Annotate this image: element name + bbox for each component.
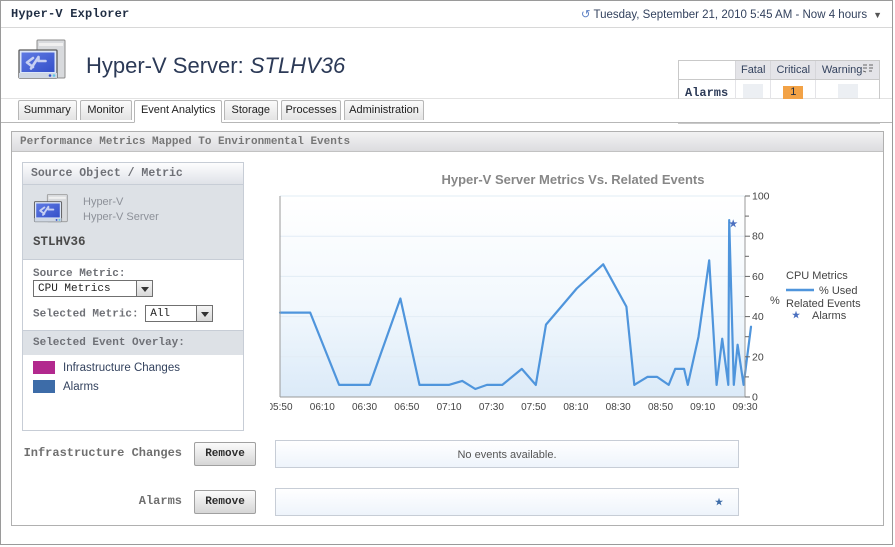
svg-text:06:30: 06:30 [352, 402, 377, 413]
svg-text:⋆: ⋆ [791, 307, 801, 324]
svg-text:40: 40 [752, 311, 764, 323]
svg-text:07:30: 07:30 [479, 402, 504, 413]
svg-text:100: 100 [752, 191, 770, 203]
svg-text:09:10: 09:10 [690, 402, 715, 413]
svg-text:08:30: 08:30 [606, 402, 631, 413]
svg-text:08:50: 08:50 [648, 402, 673, 413]
svg-text:60: 60 [752, 271, 764, 283]
svg-text:% Used: % Used [819, 285, 858, 297]
svg-text:05:50: 05:50 [270, 402, 293, 413]
svg-text:CPU Metrics: CPU Metrics [786, 270, 848, 282]
svg-text:09:30: 09:30 [732, 402, 757, 413]
svg-text:07:50: 07:50 [521, 402, 546, 413]
svg-text:⋆: ⋆ [728, 214, 739, 233]
svg-text:06:50: 06:50 [394, 402, 419, 413]
svg-text:08:10: 08:10 [563, 402, 588, 413]
svg-text:%: % [770, 295, 780, 307]
svg-text:06:10: 06:10 [310, 402, 335, 413]
svg-text:20: 20 [752, 351, 764, 363]
svg-text:07:10: 07:10 [437, 402, 462, 413]
svg-text:80: 80 [752, 231, 764, 243]
svg-text:Alarms: Alarms [812, 310, 847, 322]
